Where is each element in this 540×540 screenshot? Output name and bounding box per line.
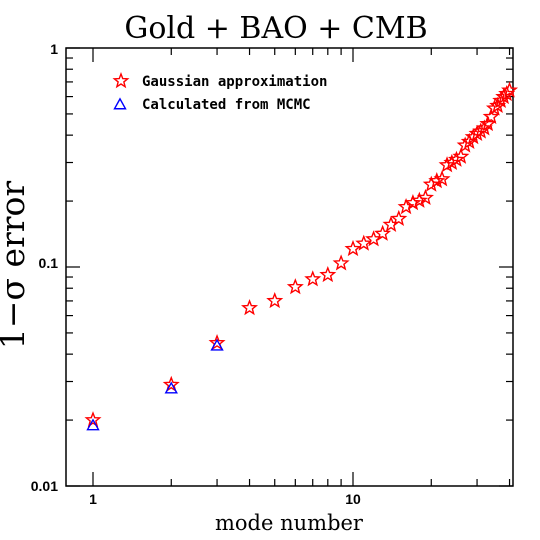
gaussian-point-5 (266, 291, 284, 309)
gaussian-point-40 (501, 81, 519, 98)
gaussian-point-20 (422, 175, 440, 192)
gaussian-point-34 (482, 107, 500, 125)
gaussian-point-23 (438, 156, 456, 173)
legend-triangle-icon (113, 97, 127, 110)
legend-star-icon (112, 72, 130, 89)
gaussian-point-39 (498, 84, 516, 102)
gaussian-point-9 (332, 254, 350, 271)
y-tick-label-1: 1 (50, 41, 58, 57)
x-tick-label-1: 1 (89, 491, 97, 507)
gaussian-point-37 (492, 91, 510, 109)
plot-frame (65, 47, 514, 487)
legend-label-mcmc: Calculated from MCMC (142, 97, 311, 113)
gaussian-point-6 (286, 278, 304, 295)
legend-marker-mcmc (113, 97, 127, 110)
legend-label-gaussian: Gaussian approximation (142, 74, 327, 90)
gaussian-point-10 (344, 239, 362, 257)
gaussian-point-13 (374, 224, 392, 241)
legend: Gaussian approximation Calculated from M… (112, 72, 327, 113)
gaussian-point-28 (460, 132, 478, 150)
tick-marks (66, 47, 513, 487)
x-tick-label-10: 10 (345, 491, 361, 507)
gaussian-point-22 (433, 170, 451, 187)
data-points (84, 81, 519, 431)
gaussian-point-14 (382, 215, 400, 232)
mcmc-point-3 (210, 338, 224, 351)
gaussian-point-27 (456, 136, 474, 153)
gaussian-point-11 (355, 234, 373, 251)
gaussian-point-17 (404, 194, 422, 211)
gaussian-point-2 (162, 375, 180, 392)
gaussian-point-8 (319, 265, 337, 283)
gaussian-point-26 (452, 147, 470, 164)
y-tick-label-0.01: 0.01 (31, 478, 58, 494)
gaussian-point-3 (208, 334, 226, 351)
y-axis-label: 1−σ error (0, 181, 32, 350)
mcmc-point-1 (86, 418, 100, 431)
mcmc-point-2 (164, 381, 178, 394)
gaussian-point-29 (464, 128, 482, 145)
gaussian-point-32 (475, 119, 493, 136)
gaussian-point-7 (304, 270, 322, 287)
x-axis-label: mode number (215, 511, 364, 535)
gaussian-point-4 (241, 299, 259, 316)
legend-marker-gaussian (112, 72, 130, 89)
gaussian-point-15 (390, 209, 408, 227)
y-tick-label-0.1: 0.1 (39, 255, 59, 271)
gaussian-point-19 (416, 188, 434, 206)
chart-title: Gold + BAO + CMB (124, 11, 427, 46)
gaussian-point-1 (84, 411, 102, 428)
gaussian-point-21 (428, 172, 446, 189)
gaussian-point-18 (410, 191, 428, 208)
gaussian-point-16 (397, 198, 415, 215)
gaussian-point-36 (489, 96, 507, 113)
axes (65, 47, 514, 487)
